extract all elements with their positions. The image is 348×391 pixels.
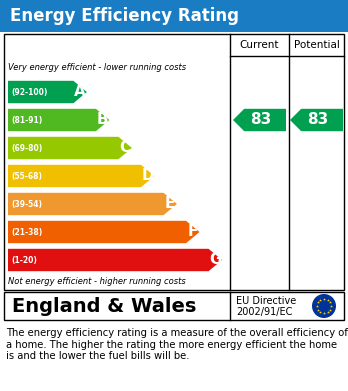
Text: EU Directive: EU Directive [236, 296, 296, 306]
Bar [4, 34, 344, 290]
Text: England & Wales: England & Wales [12, 296, 196, 316]
Text: (1-20): (1-20) [11, 255, 37, 264]
Text: Very energy efficient - lower running costs: Very energy efficient - lower running co… [8, 63, 186, 72]
Text: B: B [97, 113, 109, 127]
Text: 83: 83 [307, 113, 329, 127]
Text: D: D [141, 169, 154, 183]
Text: C: C [120, 140, 131, 156]
Polygon shape [8, 81, 87, 103]
Polygon shape [290, 109, 343, 131]
Text: (92-100): (92-100) [11, 88, 47, 97]
Text: Not energy efficient - higher running costs: Not energy efficient - higher running co… [8, 278, 186, 287]
Text: E: E [165, 197, 175, 212]
Text: 2002/91/EC: 2002/91/EC [236, 307, 292, 317]
Text: A: A [74, 84, 86, 99]
Bar [0, 0, 348, 32]
Polygon shape [8, 137, 132, 159]
Text: (39-54): (39-54) [11, 199, 42, 208]
Text: (55-68): (55-68) [11, 172, 42, 181]
Polygon shape [8, 221, 199, 243]
Text: 83: 83 [251, 113, 272, 127]
Text: (69-80): (69-80) [11, 143, 42, 152]
Text: (21-38): (21-38) [11, 228, 42, 237]
Polygon shape [8, 249, 222, 271]
Circle shape [312, 294, 336, 318]
Text: Energy Efficiency Rating: Energy Efficiency Rating [10, 7, 239, 25]
Text: F: F [188, 224, 198, 240]
Text: (81-91): (81-91) [11, 115, 42, 124]
Text: G: G [209, 253, 222, 267]
Polygon shape [8, 165, 155, 187]
Text: The energy efficiency rating is a measure of the overall efficiency of a home. T: The energy efficiency rating is a measur… [6, 328, 348, 361]
Polygon shape [8, 193, 177, 215]
Text: Current: Current [240, 40, 279, 50]
Polygon shape [8, 109, 109, 131]
Polygon shape [233, 109, 286, 131]
Text: Potential: Potential [294, 40, 339, 50]
Bar [4, 292, 344, 320]
